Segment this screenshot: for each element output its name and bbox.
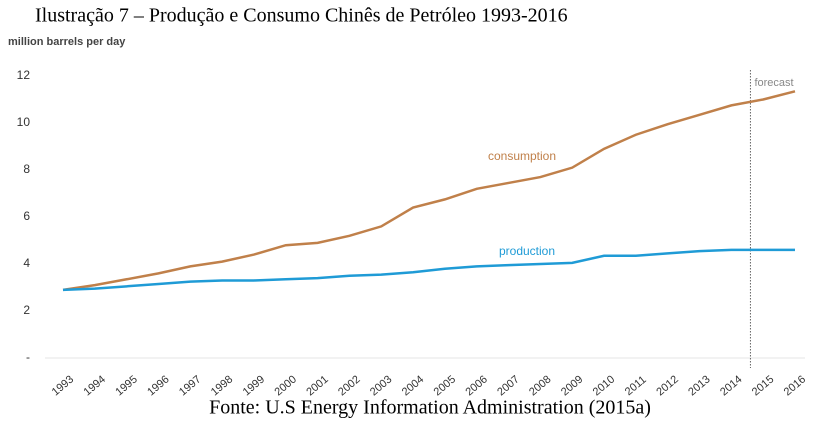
x-tick-label: 2015 (750, 373, 776, 398)
x-tick-label: 2013 (686, 373, 712, 398)
chart-title: Ilustração 7 – Produção e Consumo Chinês… (35, 5, 568, 27)
y-axis-label: million barrels per day (8, 36, 126, 48)
x-tick-label: 2011 (623, 374, 649, 398)
source: Fonte: U.S Energy Information Administra… (209, 397, 651, 419)
x-tick-label: 1996 (145, 373, 171, 398)
x-tick-label: 2008 (527, 373, 553, 398)
x-tick-label: 1995 (113, 373, 139, 398)
series-label: production (499, 244, 555, 258)
y-tick-label: 12 (17, 68, 31, 82)
y-tick-label: - (26, 350, 30, 364)
series-line (62, 248, 795, 292)
y-tick-label: 2 (23, 303, 30, 317)
y-tick-label: 10 (17, 115, 31, 129)
x-tick-label: 1997 (177, 373, 203, 398)
x-tick-label: 1998 (209, 373, 235, 398)
x-tick-label: 2007 (495, 373, 521, 398)
series-line (62, 90, 796, 292)
x-tick-label: 1993 (50, 373, 76, 398)
x-tick-label: 2005 (432, 373, 458, 398)
y-tick-label: 4 (23, 256, 30, 270)
series-label: consumption (488, 149, 556, 163)
x-tick-label: 2006 (463, 373, 489, 398)
x-tick-label: 2012 (654, 373, 680, 398)
x-tick-label: 1994 (82, 373, 108, 398)
x-tick-label: 2002 (336, 373, 362, 398)
x-tick-label: 2010 (591, 373, 617, 398)
y-tick-label: 8 (23, 162, 30, 176)
x-tick-label: 2003 (368, 373, 394, 398)
forecast-label: forecast (754, 77, 793, 89)
x-tick-label: 2014 (718, 373, 744, 398)
x-tick-label: 1999 (241, 373, 267, 398)
x-tick-label: 2009 (559, 373, 585, 398)
x-tick-label: 2001 (304, 373, 330, 398)
x-tick-label: 2004 (400, 373, 426, 398)
x-tick-label: 2000 (272, 373, 298, 398)
x-tick-label: 2016 (782, 373, 808, 398)
y-tick-label: 6 (23, 209, 30, 223)
